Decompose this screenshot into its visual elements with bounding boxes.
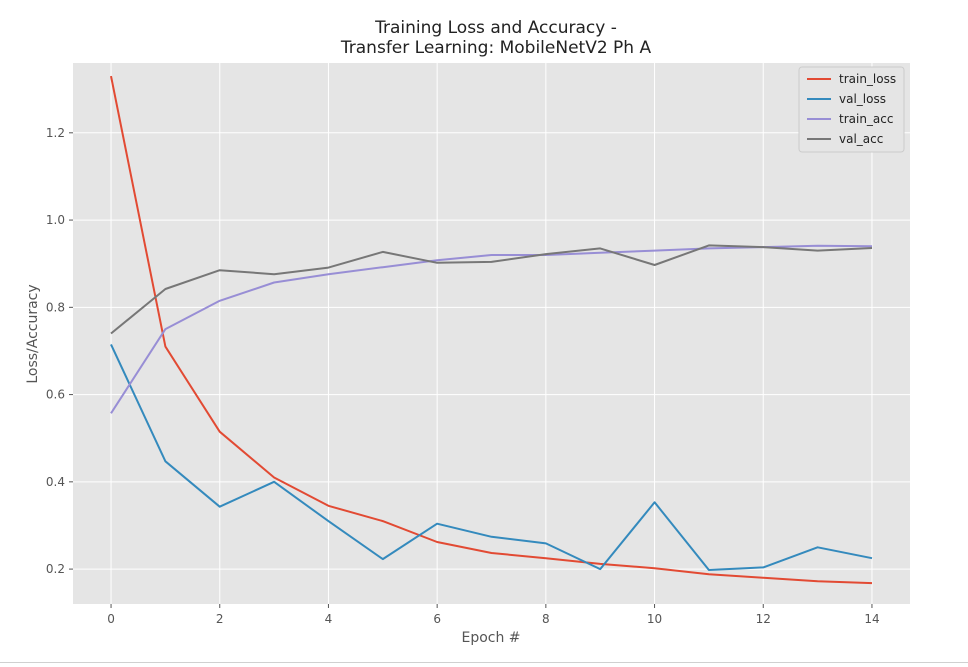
y-tick-label: 0.2 [46, 562, 65, 576]
y-ticks: 0.2 0.4 0.6 0.8 1.0 1.2 [46, 126, 73, 576]
legend: train_loss val_loss train_acc val_acc [798, 66, 905, 153]
y-tick-label: 1.0 [46, 213, 65, 227]
y-axis-label: Loss/Accuracy [25, 284, 41, 383]
x-tick-label: 10 [647, 612, 662, 626]
y-tick-label: 0.4 [46, 475, 65, 489]
x-tick-label: 12 [756, 612, 771, 626]
bottom-divider [0, 662, 968, 663]
y-tick-label: 1.2 [46, 126, 65, 140]
y-tick-label: 0.6 [46, 388, 65, 402]
legend-label-train-acc: train_acc [839, 112, 893, 126]
legend-label-val-loss: val_loss [839, 92, 886, 106]
legend-label-train-loss: train_loss [839, 72, 896, 86]
legend-label-val-acc: val_acc [839, 132, 883, 146]
series-lines [110, 75, 873, 585]
x-ticks: 0 2 4 6 8 10 12 14 [107, 604, 880, 626]
x-axis-label: Epoch # [461, 630, 520, 646]
series-line-val-acc [110, 244, 873, 335]
chart-title-line1: Training Loss and Accuracy - [374, 18, 617, 38]
legend-box [798, 66, 905, 153]
series-line-train-loss [110, 75, 873, 585]
x-tick-label: 6 [433, 612, 441, 626]
plot-area [73, 63, 910, 604]
chart-title-line2: Transfer Learning: MobileNetV2 Ph A [340, 38, 652, 58]
grid [73, 63, 910, 604]
series-line-val-loss [110, 343, 873, 571]
x-tick-label: 2 [216, 612, 224, 626]
x-tick-label: 4 [325, 612, 333, 626]
x-tick-label: 8 [542, 612, 550, 626]
y-tick-label: 0.8 [46, 300, 65, 314]
x-tick-label: 14 [864, 612, 879, 626]
x-tick-label: 0 [107, 612, 115, 626]
